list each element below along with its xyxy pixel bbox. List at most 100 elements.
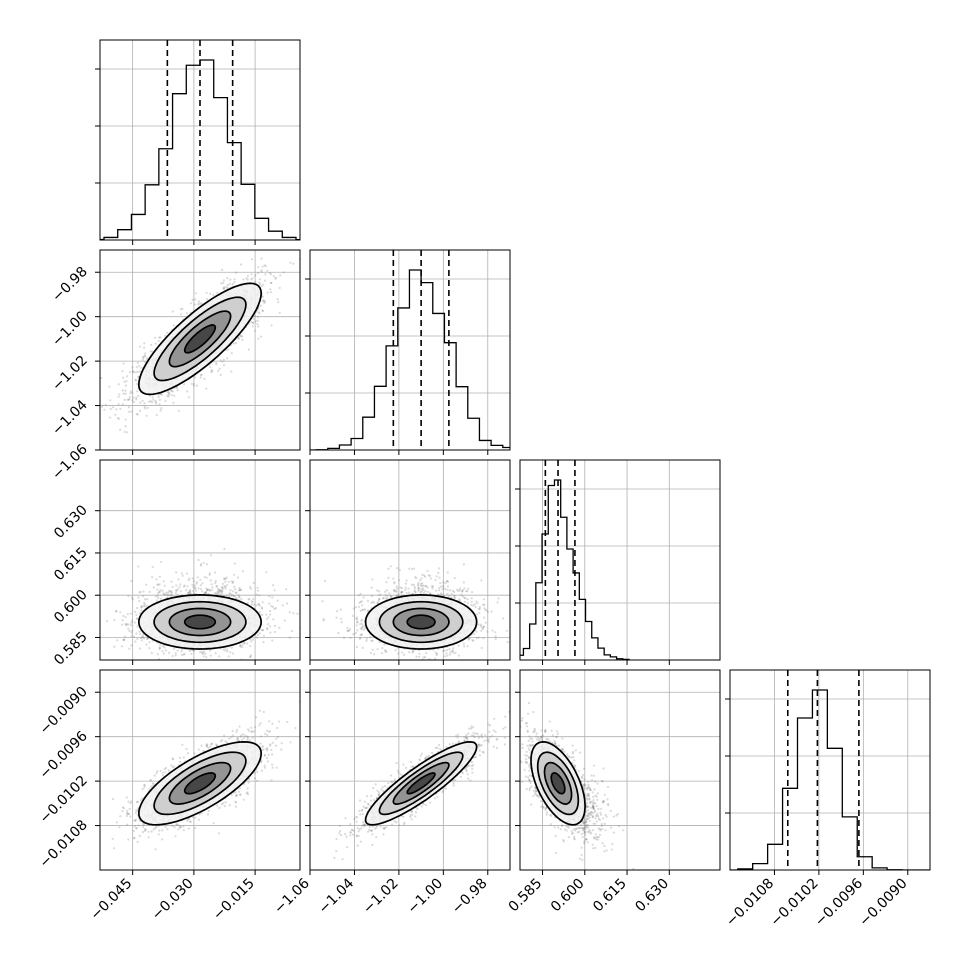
- scatter-point: [270, 324, 273, 327]
- scatter-point: [148, 647, 151, 650]
- scatter-point: [108, 385, 111, 388]
- scatter-point: [260, 270, 263, 273]
- scatter-point: [199, 651, 202, 654]
- scatter-point: [141, 399, 144, 403]
- scatter-point: [261, 309, 264, 312]
- scatter-point: [240, 588, 243, 591]
- scatter-point: [218, 592, 221, 595]
- scatter-point: [273, 624, 277, 628]
- scatter-point: [214, 579, 217, 583]
- scatter-point: [127, 410, 130, 413]
- scatter-point: [140, 609, 143, 612]
- scatter-point: [269, 631, 272, 634]
- scatter-point: [151, 576, 154, 579]
- scatter-point: [283, 619, 286, 622]
- scatter-point: [209, 649, 212, 652]
- scatter-point: [411, 568, 414, 571]
- scatter-point: [232, 595, 236, 598]
- histogram-p2: [310, 269, 510, 450]
- scatter-point: [255, 604, 258, 607]
- scatter-point: [248, 598, 251, 601]
- scatter-point: [258, 604, 261, 607]
- scatter-point: [220, 586, 223, 589]
- scatter-point: [172, 661, 174, 663]
- scatter-point: [220, 591, 223, 595]
- scatter-point: [354, 606, 357, 609]
- scatter-point: [260, 285, 263, 288]
- scatter-point: [158, 646, 161, 649]
- scatter-point: [454, 651, 457, 655]
- scatter-point: [123, 398, 126, 401]
- scatter-point: [256, 319, 259, 322]
- scatter-point: [124, 384, 128, 387]
- scatter-point: [192, 384, 195, 387]
- scatter-point: [142, 637, 146, 640]
- scatter-point: [256, 272, 260, 275]
- scatter-point: [278, 311, 281, 314]
- scatter-point: [170, 594, 173, 597]
- contour-line: [168, 310, 232, 368]
- scatter-point: [191, 583, 194, 587]
- scatter-point: [115, 609, 118, 613]
- scatter-point: [170, 580, 173, 583]
- scatter-point: [478, 607, 481, 610]
- scatter-point: [288, 611, 291, 614]
- scatter-point: [175, 584, 178, 587]
- scatter-point: [192, 580, 195, 583]
- scatter-point: [445, 652, 448, 655]
- scatter-point: [226, 283, 229, 286]
- scatter-point: [224, 580, 227, 583]
- scatter-point: [111, 406, 115, 409]
- scatter-point: [204, 591, 207, 594]
- scatter-point: [179, 313, 183, 316]
- scatter-point: [201, 652, 204, 655]
- scatter-point: [239, 645, 242, 648]
- scatter-point: [142, 356, 145, 359]
- scatter-point: [171, 594, 174, 597]
- scatter-point: [235, 271, 238, 274]
- scatter-point: [261, 295, 264, 298]
- scatter-point: [109, 399, 112, 402]
- scatter-point: [173, 394, 176, 397]
- hist-panel-p2: [305, 249, 511, 455]
- scatter-point: [255, 636, 259, 639]
- scatter-point: [276, 599, 279, 602]
- scatter-point: [177, 578, 180, 581]
- scatter-point: [191, 589, 194, 592]
- scatter-point: [194, 298, 197, 301]
- scatter-point: [264, 273, 267, 276]
- scatter-point: [419, 590, 422, 593]
- scatter-point: [138, 365, 141, 368]
- scatter-point: [138, 370, 142, 373]
- scatter-point: [168, 392, 171, 395]
- scatter-point: [222, 358, 225, 361]
- scatter-point: [131, 370, 134, 373]
- scatter-point: [135, 613, 138, 617]
- scatter-point: [190, 652, 193, 656]
- scatter-point: [165, 593, 168, 596]
- scatter-point: [497, 597, 500, 600]
- scatter-point: [126, 398, 129, 401]
- scatter-point: [135, 661, 137, 663]
- scatter-point: [257, 337, 260, 340]
- scatter-point: [124, 389, 127, 392]
- scatter-point: [113, 645, 116, 648]
- scatter-point: [225, 584, 229, 587]
- scatter-point: [189, 588, 192, 592]
- scatter-point: [134, 640, 137, 643]
- scatter-point: [252, 321, 255, 324]
- scatter-point: [156, 588, 159, 591]
- y-tick-label: 0.600: [51, 587, 91, 627]
- scatter-point: [243, 641, 246, 645]
- scatter-point: [205, 589, 209, 592]
- scatter-point: [144, 355, 147, 358]
- scatter-point: [141, 636, 144, 639]
- scatter-point: [157, 596, 160, 600]
- scatter-point: [158, 646, 162, 650]
- scatter-point: [170, 389, 173, 392]
- scatter-point: [136, 625, 139, 628]
- scatter-point: [143, 402, 146, 405]
- scatter-point: [448, 653, 452, 656]
- scatter-point: [142, 633, 145, 636]
- scatter-point: [122, 639, 125, 642]
